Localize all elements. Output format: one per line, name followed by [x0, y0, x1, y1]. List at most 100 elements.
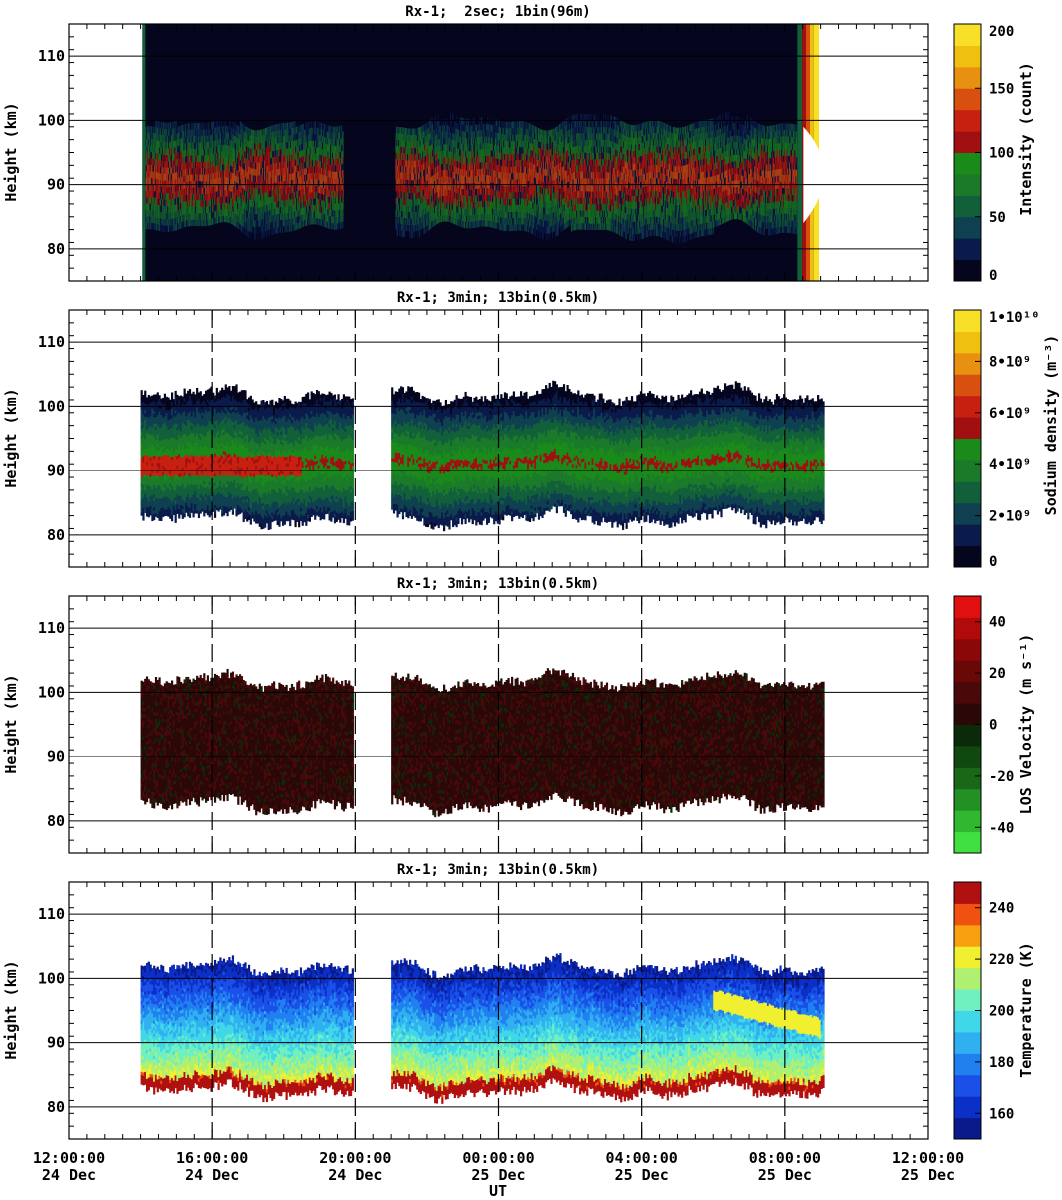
intensity-cell [396, 190, 398, 198]
intensity-cell [188, 187, 190, 195]
intensity-cell [330, 216, 331, 223]
intensity-cell [162, 186, 163, 194]
intensity-cell [268, 139, 270, 147]
intensity-cell [145, 190, 146, 198]
intensity-cell [457, 193, 459, 200]
intensity-cell [207, 154, 209, 162]
intensity-cell [327, 215, 329, 222]
intensity-cell [279, 200, 280, 208]
intensity-cell [421, 196, 423, 204]
intensity-cell [208, 186, 210, 194]
intensity-cell [193, 212, 195, 220]
intensity-cell [258, 226, 260, 234]
intensity-cell [395, 184, 397, 192]
intensity-cell [162, 147, 163, 155]
intensity-cell [417, 185, 419, 193]
intensity-cell [157, 211, 159, 218]
intensity-cell [318, 147, 320, 155]
intensity-cell [309, 173, 311, 180]
intensity-cell [311, 172, 313, 180]
intensity-cell [302, 181, 304, 189]
intensity-cell [215, 159, 217, 166]
intensity-cell [157, 127, 159, 135]
intensity-cell [200, 174, 202, 182]
intensity-cell [424, 227, 425, 234]
intensity-cell [342, 137, 344, 145]
intensity-cell [162, 212, 164, 220]
intensity-cell [424, 182, 425, 189]
intensity-cell [317, 121, 319, 129]
intensity-cell [284, 161, 286, 169]
intensity-cell [180, 170, 182, 178]
intensity-cell [257, 155, 259, 163]
intensity-cell [293, 185, 295, 193]
intensity-cell [405, 211, 407, 219]
intensity-cell [311, 211, 313, 219]
intensity-cell [227, 190, 229, 197]
intensity-cell [165, 180, 167, 188]
intensity-cell [301, 214, 303, 222]
intensity-cell [329, 138, 331, 146]
intensity-cell [164, 218, 166, 226]
intensity-cell [184, 188, 186, 196]
intensity-cell [334, 171, 336, 179]
intensity-cell [314, 140, 315, 148]
intensity-cell [322, 136, 323, 143]
intensity-cell [315, 127, 317, 135]
intensity-cell [157, 223, 159, 231]
intensity-cell [413, 231, 415, 239]
intensity-cell [204, 219, 205, 227]
intensity-cell [310, 140, 312, 148]
intensity-cell [179, 164, 181, 172]
intensity-cell [154, 133, 155, 140]
intensity-cell [266, 217, 268, 225]
intensity-cell [243, 156, 245, 164]
intensity-cell [184, 130, 186, 138]
intensity-cell [267, 152, 269, 160]
intensity-cell [434, 160, 436, 168]
intensity-cell [172, 121, 174, 129]
intensity-cell [414, 128, 416, 136]
intensity-cell [458, 122, 459, 130]
intensity-cell [162, 225, 164, 232]
intensity-cell [298, 138, 300, 146]
intensity-cell [213, 172, 215, 180]
intensity-cell [177, 126, 178, 134]
intensity-cell [191, 135, 193, 143]
intensity-cell [163, 148, 165, 155]
intensity-cell [178, 158, 179, 166]
intensity-cell [404, 217, 406, 225]
intensity-cell [324, 156, 325, 163]
intensity-cell [399, 159, 400, 166]
intensity-cell [187, 213, 188, 221]
intensity-cell [342, 124, 344, 132]
intensity-cell [184, 149, 186, 157]
intensity-cell [405, 230, 407, 238]
intensity-cell [273, 176, 274, 184]
intensity-cell [190, 161, 192, 169]
intensity-cell [195, 187, 196, 194]
intensity-cell [315, 159, 316, 167]
intensity-cell [461, 207, 463, 215]
intensity-cell [336, 210, 338, 217]
intensity-cell [278, 175, 280, 182]
intensity-cell [305, 206, 306, 214]
intensity-cell [400, 210, 402, 218]
intensity-cell [210, 154, 212, 161]
intensity-cell [319, 135, 321, 142]
intensity-cell [430, 209, 432, 216]
intensity-cell [288, 199, 289, 207]
intensity-cell [397, 171, 399, 179]
intensity-cell [298, 222, 299, 230]
intensity-cell [324, 168, 325, 176]
intensity-cell [404, 198, 406, 206]
intensity-cell [307, 148, 308, 155]
intensity-cell [398, 178, 399, 186]
intensity-cell [444, 208, 446, 216]
intensity-cell [400, 223, 402, 231]
intensity-cell [278, 149, 280, 157]
intensity-cell [247, 229, 248, 237]
intensity-cell [435, 140, 437, 148]
intensity-cell [210, 179, 212, 187]
intensity-cell [229, 132, 230, 140]
